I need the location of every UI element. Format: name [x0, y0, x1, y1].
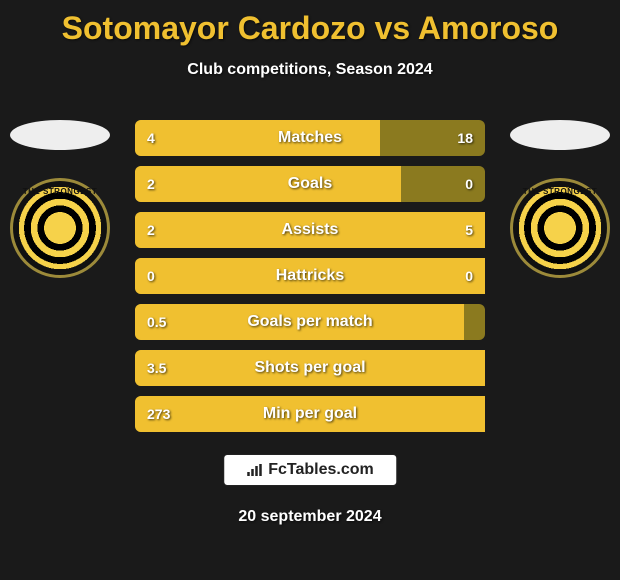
stat-right-value: 0: [465, 268, 473, 284]
stat-row: 2Assists5: [135, 212, 485, 248]
stat-right-value: 18: [457, 130, 473, 146]
stat-row: 2Goals0: [135, 166, 485, 202]
date-label: 20 september 2024: [0, 508, 620, 526]
stat-row: 0.5Goals per match: [135, 304, 485, 340]
chart-icon: [246, 463, 262, 477]
club-badge-left: THE STRONGEST: [10, 178, 110, 278]
stat-row: 273Min per goal: [135, 396, 485, 432]
stat-label: Hattricks: [135, 267, 485, 285]
stat-right-value: 0: [465, 176, 473, 192]
player-right-silhouette: [510, 120, 610, 150]
stat-label: Shots per goal: [135, 359, 485, 377]
stat-row: 0Hattricks0: [135, 258, 485, 294]
stat-row: 3.5Shots per goal: [135, 350, 485, 386]
stat-label: Min per goal: [135, 405, 485, 423]
stat-label: Matches: [135, 129, 485, 147]
badge-text-left: THE STRONGEST: [23, 187, 98, 196]
stats-container: 4Matches182Goals02Assists50Hattricks00.5…: [135, 120, 485, 442]
stat-label: Goals per match: [135, 313, 485, 331]
stat-row: 4Matches18: [135, 120, 485, 156]
stat-right-value: 5: [465, 222, 473, 238]
player-right-panel: THE STRONGEST: [510, 120, 610, 300]
club-badge-right: THE STRONGEST: [510, 178, 610, 278]
branding-badge: FcTables.com: [223, 454, 397, 486]
player-left-panel: THE STRONGEST: [10, 120, 110, 300]
badge-text-right: THE STRONGEST: [523, 187, 598, 196]
player-left-silhouette: [10, 120, 110, 150]
subtitle: Club competitions, Season 2024: [0, 61, 620, 79]
page-title: Sotomayor Cardozo vs Amoroso: [0, 0, 620, 47]
stat-label: Assists: [135, 221, 485, 239]
stat-label: Goals: [135, 175, 485, 193]
branding-text: FcTables.com: [268, 461, 374, 479]
